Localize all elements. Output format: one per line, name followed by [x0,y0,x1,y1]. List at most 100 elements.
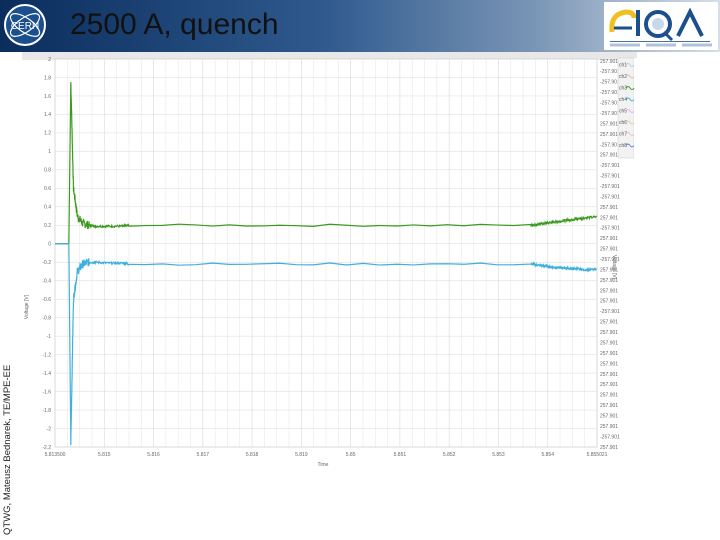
legend-entry-label: ch2 [619,74,627,80]
right-tick-label: 257.901 [600,121,618,127]
right-tick-label: 257.901 [600,403,618,409]
right-tick-label: -257.901 [600,309,620,315]
x-axis: 5.813500 5.815 5.816 5.817 5.818 5.819 5.85 5.8… [45,452,608,458]
y-tick-label: 0.8 [44,168,51,174]
right-tick-label: -257.901 [600,257,620,263]
legend-entry-label: ch6 [619,120,627,126]
y-axis: 2 1.8 1.6 1.4 1.2 1 0.8 0.6 0.4 0.2 0 -0.2 -0.4 -0.6 -… [42,57,51,451]
right-tick-label: 257.901 [600,247,618,253]
voltage-chart: 2 1.8 1.6 1.4 1.2 1 0.8 0.6 0.4 0.2 0 -0.2 -0.4 -0.6 -… [22,52,637,472]
y-tick-label: -1.8 [42,408,51,414]
x-tick-label: 5.819 [295,452,308,458]
y-tick-label: -2 [47,426,52,432]
right-tick-label: 257.901 [600,215,618,221]
right-tick-label: 257.901 [600,132,618,138]
x-tick-label: 5.854 [541,452,554,458]
y-tick-label: 1.8 [44,75,51,81]
right-tick-label: 257.901 [600,393,618,399]
right-tick-label: -257.901 [600,434,620,440]
legend-swatch [625,97,635,102]
x-tick-label: 5.851 [394,452,407,458]
y-tick-label: -2.2 [42,445,51,451]
legend-swatch [625,74,635,79]
right-tick-label: -257.901 [600,101,620,107]
svg-text:CERN: CERN [11,21,39,32]
right-tick-label: -257.901 [600,184,620,190]
right-tick-label: 257.901 [600,330,618,336]
side-footer-label: QTWG, Mateusz Bednarek, TE/MPE-EE [2,364,13,535]
slide-header: CERN 2500 A, quench [0,0,720,52]
y-tick-label: -1.6 [42,389,51,395]
x-tick-label: 5.815 [98,452,111,458]
y-tick-label: 0 [48,242,51,248]
y-tick-label: 0.4 [44,205,51,211]
right-tick-label: 257.901 [600,278,618,284]
legend-entry-label: ch5 [619,109,627,115]
x-tick-label: 5.855021 [587,452,608,458]
right-tick-label: 257.901 [600,59,618,65]
y-tick-label: 2 [48,57,51,63]
right-tick-label: 257.901 [600,382,618,388]
right-tick-label: -257.901 [600,80,620,86]
grid [54,58,598,448]
y-tick-label: -1 [47,334,52,340]
right-tick-label: 257.901 [600,351,618,357]
legend: ch1 ch2 ch3 ch4 ch5 ch6 ch7 ch8 [617,57,637,159]
right-tick-label: -257.901 [600,111,620,117]
right-tick-label: 257.901 [600,153,618,159]
x-tick-label: 5.818 [246,452,259,458]
y-tick-label: 0.2 [44,223,51,229]
right-tick-label: 257.901 [600,320,618,326]
x-tick-label: 5.816 [147,452,160,458]
y-tick-label: -0.6 [42,297,51,303]
legend-entry-label: ch4 [619,97,627,103]
x-tick-label: 5.813500 [45,452,66,458]
legend-swatch [625,109,635,113]
x-tick-label: 5.853 [492,452,505,458]
right-tick-label: -257.901 [600,142,620,148]
y-tick-label: -1.4 [42,371,51,377]
right-tick-label: -257.901 [600,163,620,169]
y-tick-label: 1.6 [44,94,51,100]
right-tick-label: 257.901 [600,361,618,367]
y-tick-label: -0.8 [42,315,51,321]
right-tick-label: -257.901 [600,90,620,96]
y-tick-label: -1.2 [42,352,51,358]
y-tick-label: -0.4 [42,279,51,285]
legend-swatch [625,143,635,148]
right-tick-label: -257.901 [600,226,620,232]
legend-entry-label: ch7 [619,132,627,138]
legend-swatch [625,120,635,125]
right-axis-label: Voltage [V] [611,255,617,280]
y-tick-label: 1 [48,149,51,155]
y-tick-label: -0.2 [42,260,51,266]
right-tick-label: 257.901 [600,372,618,378]
right-tick-label: 257.901 [600,340,618,346]
right-tick-label: -257.901 [600,194,620,200]
cern-logo: CERN [3,3,47,47]
y-tick-label: 1.4 [44,112,51,118]
y-tick-label: 0.6 [44,186,51,192]
x-tick-label: 5.852 [443,452,456,458]
right-tick-label: 257.901 [600,288,618,294]
slide-title: 2500 A, quench [70,8,279,41]
legend-entry-label: ch1 [619,63,627,69]
series-line-ch3 [55,82,598,245]
legend-swatch [625,63,635,67]
right-tick-label: -257.901 [600,174,620,180]
legend-swatch [625,86,635,90]
x-tick-label: 5.85 [346,452,356,458]
y-axis-label: Voltage [V] [24,294,30,319]
legend-entry-label: ch3 [619,86,627,92]
right-tick-label: 257.901 [600,236,618,242]
x-axis-label: Time [318,462,329,468]
x-tick-label: 5.817 [197,452,210,458]
right-tick-label: 257.901 [600,445,618,451]
right-tick-label: 257.901 [600,267,618,273]
right-tick-label: 257.901 [600,424,618,430]
legend-entry-label: ch8 [619,143,627,149]
right-tick-label: 257.901 [600,205,618,211]
y-tick-label: 1.2 [44,131,51,137]
right-tick-label: -257.901 [600,69,620,75]
right-tick-label: 257.901 [600,414,618,420]
